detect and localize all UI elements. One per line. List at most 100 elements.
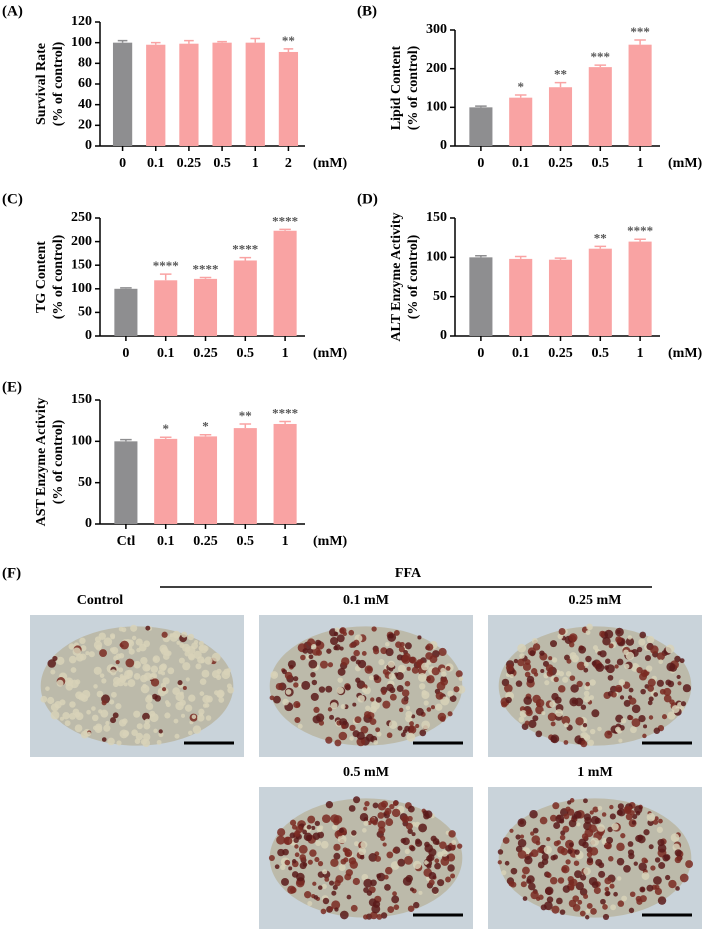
droplet (653, 692, 659, 697)
droplet (411, 832, 416, 837)
droplet (178, 657, 185, 664)
droplet (375, 696, 382, 703)
droplet (371, 626, 377, 632)
droplet (40, 695, 48, 703)
droplet (568, 899, 577, 908)
droplet (589, 695, 595, 700)
bar (509, 258, 533, 336)
droplet (640, 688, 646, 695)
droplet (540, 904, 547, 911)
droplet (418, 683, 426, 690)
droplet (631, 718, 641, 728)
droplet (620, 718, 627, 724)
droplet (607, 826, 613, 833)
droplet (545, 886, 554, 896)
y-axis-label: Lipid Content (389, 45, 404, 130)
droplet (395, 641, 402, 648)
droplet (638, 638, 646, 646)
droplet (164, 700, 170, 705)
droplet (536, 896, 541, 901)
droplet (607, 674, 614, 681)
droplet (576, 822, 581, 827)
droplet (624, 663, 630, 670)
droplet (656, 679, 664, 687)
droplet (282, 698, 289, 706)
droplet (398, 646, 405, 653)
droplet (150, 678, 160, 687)
droplet (99, 649, 107, 657)
droplet (133, 673, 141, 680)
droplet (354, 841, 359, 847)
droplet (505, 696, 512, 704)
droplet (519, 834, 525, 839)
x-tick-label: 0.25 (548, 156, 573, 171)
droplet (365, 705, 371, 711)
droplet (307, 901, 313, 907)
droplet (547, 712, 557, 722)
droplet (109, 699, 115, 705)
droplet (330, 636, 339, 646)
droplet (202, 703, 208, 708)
droplet (401, 815, 410, 824)
droplet (549, 814, 557, 822)
droplet (320, 840, 329, 849)
bar (193, 436, 218, 524)
droplet (530, 849, 539, 858)
droplet (184, 704, 193, 712)
group-label: FFA (395, 566, 422, 581)
droplet (558, 671, 565, 677)
droplet (348, 805, 356, 812)
x-tick-label: 0.5 (592, 346, 610, 361)
droplet (393, 904, 400, 910)
droplet (327, 707, 333, 712)
droplet (338, 863, 346, 872)
error-bar (279, 420, 291, 424)
droplet (56, 656, 65, 665)
error-bar (184, 39, 194, 44)
droplet (583, 813, 591, 821)
droplet (428, 871, 437, 880)
droplet (590, 908, 597, 915)
droplet (600, 898, 606, 905)
droplet (638, 714, 646, 723)
droplet (354, 716, 362, 724)
droplet (387, 632, 397, 642)
y-tick-label: 0 (85, 138, 92, 153)
droplet (623, 864, 631, 873)
droplet (330, 702, 338, 710)
bar (509, 97, 533, 146)
droplet (680, 701, 687, 707)
significance: ** (239, 408, 252, 423)
droplet (661, 714, 668, 720)
droplet (519, 653, 525, 659)
droplet (185, 677, 190, 682)
droplet (456, 685, 466, 694)
droplet (294, 844, 299, 849)
droplet (93, 640, 103, 650)
droplet (590, 837, 600, 847)
droplet (372, 802, 379, 809)
droplet (302, 648, 309, 654)
droplet (663, 854, 671, 861)
droplet (526, 675, 535, 684)
droplet (604, 629, 614, 639)
droplet (628, 907, 635, 914)
droplet (540, 668, 545, 674)
droplet (619, 695, 625, 700)
droplet (167, 667, 175, 675)
y-tick-label: 200 (426, 61, 447, 76)
y-tick-label: 100 (426, 250, 447, 265)
droplet (405, 822, 413, 830)
droplet (277, 828, 286, 837)
x-tick-label: 0.5 (237, 346, 255, 361)
x-axis-unit: (mM) (313, 346, 348, 361)
y-tick-label: 50 (433, 289, 447, 304)
y-tick-label: 50 (78, 305, 92, 320)
droplet (221, 670, 231, 680)
droplet (658, 862, 666, 870)
droplet (45, 686, 50, 691)
droplet (647, 700, 653, 706)
droplet (434, 862, 441, 870)
error-bar (514, 94, 527, 98)
droplet (654, 887, 662, 895)
